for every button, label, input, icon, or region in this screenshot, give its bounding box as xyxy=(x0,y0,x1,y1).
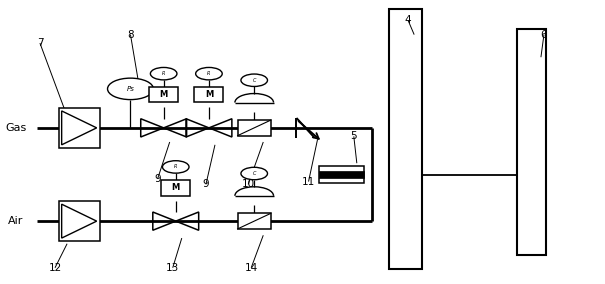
Text: R: R xyxy=(174,164,177,170)
Text: 12: 12 xyxy=(48,263,62,273)
Circle shape xyxy=(241,74,267,86)
Text: 10: 10 xyxy=(241,179,255,189)
Text: M: M xyxy=(160,90,168,99)
Text: 5: 5 xyxy=(350,131,357,141)
Bar xyxy=(238,213,271,229)
Bar xyxy=(517,29,546,255)
Circle shape xyxy=(163,161,189,173)
Circle shape xyxy=(108,78,154,100)
Circle shape xyxy=(195,67,222,80)
Bar xyxy=(319,172,364,178)
Text: M: M xyxy=(172,183,180,193)
Text: 8: 8 xyxy=(127,30,134,39)
Circle shape xyxy=(151,67,177,80)
Text: 9: 9 xyxy=(203,179,209,189)
Text: 6: 6 xyxy=(541,30,548,39)
Text: 13: 13 xyxy=(166,263,179,273)
Text: 7: 7 xyxy=(37,38,43,48)
Text: C: C xyxy=(252,171,256,176)
Bar xyxy=(149,87,178,103)
Text: 4: 4 xyxy=(405,15,411,26)
Bar xyxy=(59,108,100,148)
Bar xyxy=(319,166,364,183)
Text: R: R xyxy=(208,71,211,76)
Text: 14: 14 xyxy=(244,263,258,273)
Text: Gas: Gas xyxy=(5,123,27,133)
Text: R: R xyxy=(162,71,165,76)
Text: M: M xyxy=(205,90,213,99)
Bar xyxy=(388,9,422,269)
Text: C: C xyxy=(252,78,256,83)
Text: 11: 11 xyxy=(302,177,315,187)
Bar xyxy=(59,201,100,241)
Text: Ps: Ps xyxy=(126,86,134,92)
Text: 9: 9 xyxy=(154,174,161,184)
Circle shape xyxy=(241,167,267,180)
Bar xyxy=(194,87,223,103)
Text: Air: Air xyxy=(8,216,24,226)
Bar xyxy=(238,120,271,136)
Bar xyxy=(162,180,190,196)
